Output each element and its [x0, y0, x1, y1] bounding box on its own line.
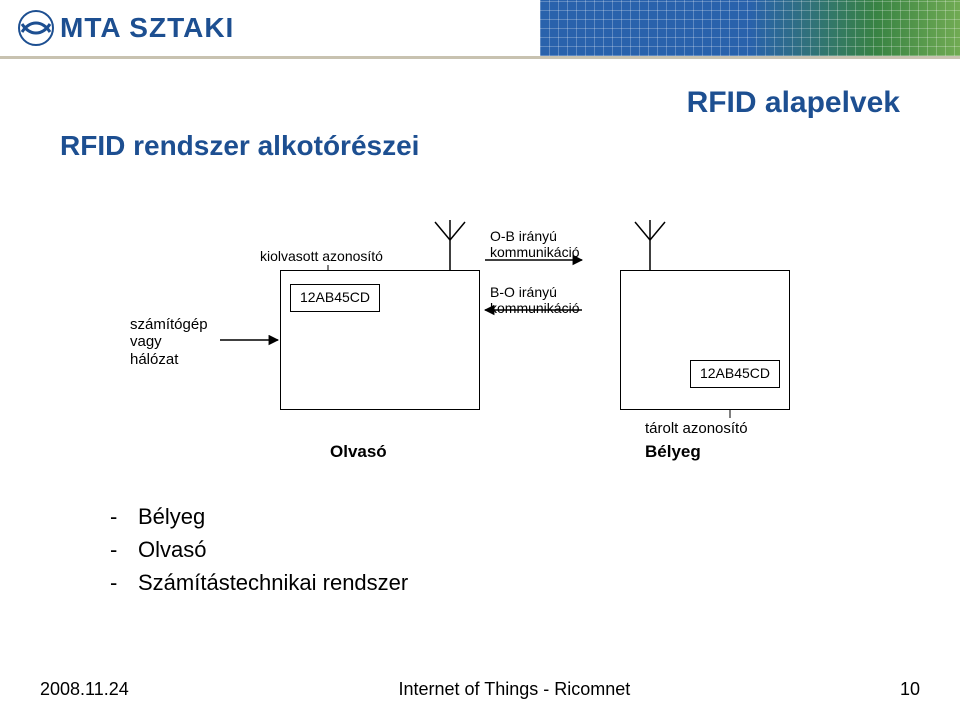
- list-item: - Bélyeg: [110, 500, 408, 533]
- computer-label-l3: hálózat: [130, 351, 178, 368]
- footer-page: 10: [900, 679, 920, 700]
- bo-l1: B-O irányú: [490, 284, 557, 300]
- reader-name-label: Olvasó: [330, 442, 387, 462]
- footer-center: Internet of Things - Ricomnet: [398, 679, 630, 700]
- header-band: [540, 0, 960, 56]
- dash-icon: -: [110, 533, 124, 566]
- dash-icon: -: [110, 500, 124, 533]
- bullet-text: Olvasó: [138, 533, 206, 566]
- computer-label-l1: számítógép: [130, 316, 208, 333]
- tag-box: [620, 270, 790, 410]
- ob-direction-label: O-B irányú kommunikáció: [490, 228, 579, 260]
- reader-id-chip: 12AB45CD: [290, 284, 380, 312]
- title-context: RFID alapelvek: [687, 86, 900, 120]
- slide-footer: 2008.11.24 Internet of Things - Ricomnet…: [0, 679, 960, 700]
- header-rule: [0, 56, 960, 59]
- tag-id-chip: 12AB45CD: [690, 360, 780, 388]
- stored-id-label: tárolt azonosító: [645, 420, 748, 437]
- bullet-text: Számítástechnikai rendszer: [138, 566, 408, 599]
- ob-l1: O-B irányú: [490, 228, 557, 244]
- list-item: - Olvasó: [110, 533, 408, 566]
- computer-label-l2: vagy: [130, 333, 162, 350]
- logo: MTA SZTAKI: [18, 10, 234, 46]
- computer-label: számítógép vagy hálózat: [130, 316, 240, 368]
- logo-text: MTA SZTAKI: [60, 12, 234, 44]
- title-main: RFID rendszer alkotórészei: [60, 130, 419, 162]
- bullet-list: - Bélyeg - Olvasó - Számítástechnikai re…: [110, 500, 408, 599]
- tag-name-label: Bélyeg: [645, 442, 701, 462]
- list-item: - Számítástechnikai rendszer: [110, 566, 408, 599]
- ob-l2: kommunikáció: [490, 244, 579, 260]
- bullet-text: Bélyeg: [138, 500, 205, 533]
- footer-date: 2008.11.24: [40, 679, 129, 700]
- rfid-diagram: 12AB45CD 12AB45CD számítógép vagy hálóza…: [90, 210, 830, 490]
- slide-header: MTA SZTAKI: [0, 0, 960, 76]
- bo-l2: kommunikáció: [490, 300, 579, 316]
- bo-direction-label: B-O irányú kommunikáció: [490, 284, 579, 316]
- logo-icon: [18, 10, 54, 46]
- read-id-label: kiolvasott azonosító: [260, 248, 383, 264]
- dash-icon: -: [110, 566, 124, 599]
